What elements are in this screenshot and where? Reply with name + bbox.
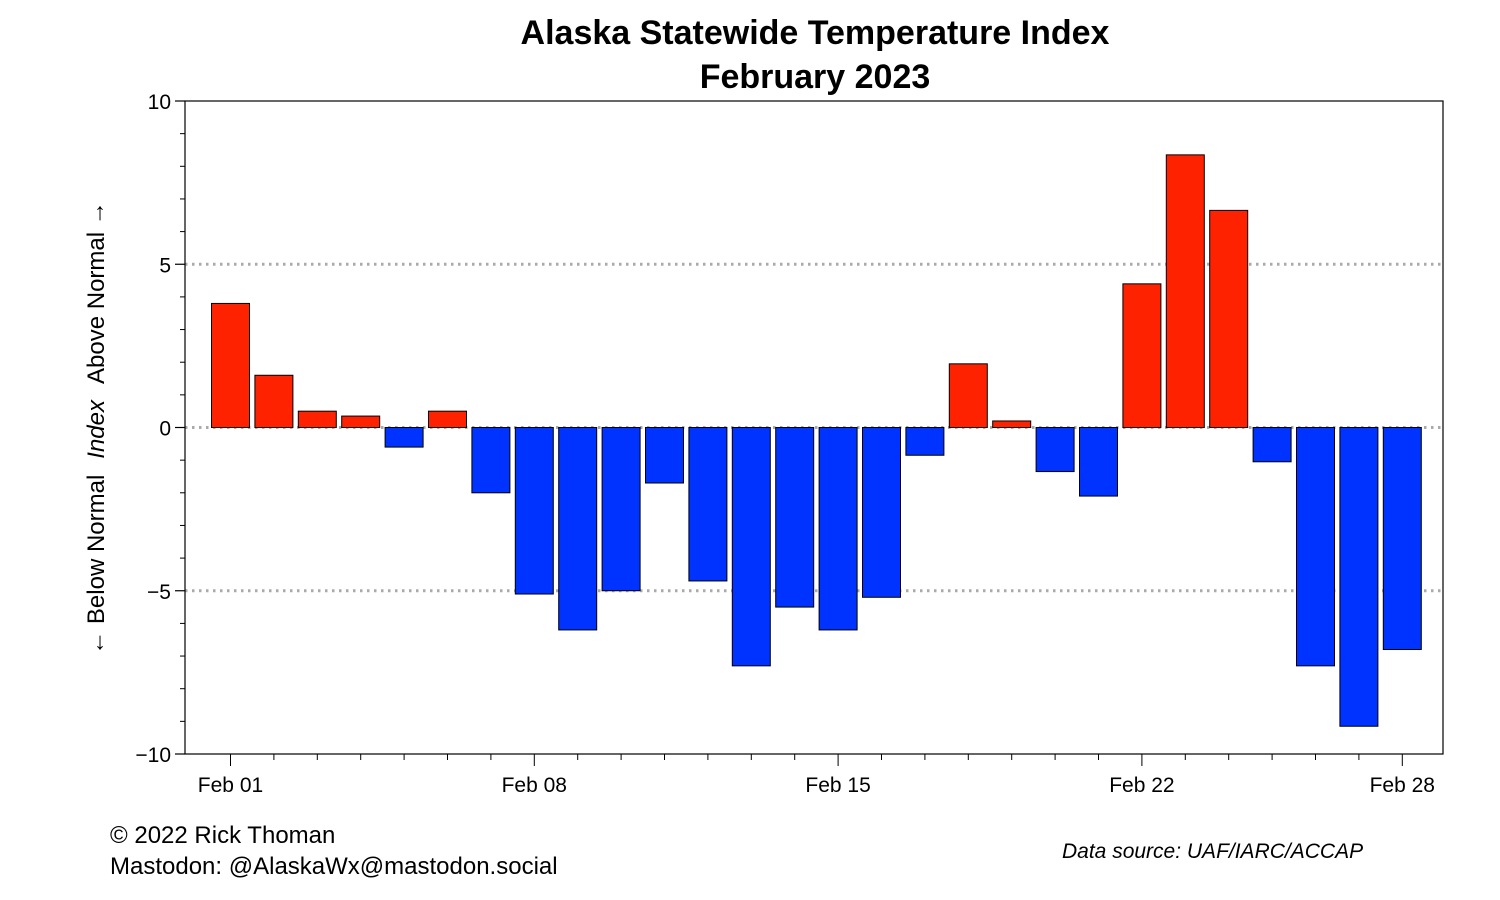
x-tick-label: Feb 15 [805,774,870,797]
bar [471,427,511,494]
bars [211,154,1422,727]
bar [341,415,381,429]
bar [818,427,858,631]
data-source-text: Data source: UAF/IARC/ACCAP [1062,840,1364,863]
bar [1035,427,1075,473]
bar [1252,427,1292,463]
y-axis-label: ← Below Normal Index Above Normal → [83,201,110,655]
chart-title: Alaska Statewide Temperature Index [521,14,1110,52]
x-tick-label: Feb 08 [502,774,567,797]
bar [1296,427,1335,667]
bar [992,420,1032,429]
y-tick-label: 10 [148,91,171,114]
bar [514,427,554,595]
bar [1165,154,1205,428]
bar [1209,209,1249,428]
bar [1382,427,1422,651]
bar [558,427,598,631]
credit-block: © 2022 Rick Thoman Mastodon: @AlaskaWx@m… [110,820,558,882]
mastodon-handle: Mastodon: @AlaskaWx@mastodon.social [110,853,558,880]
y-axis: 10 5 0 −5 −10 [135,91,185,767]
bar [731,427,771,667]
x-tick-label: Feb 22 [1109,774,1174,797]
bar [428,410,467,428]
y-tick-label: 0 [159,418,171,441]
bar [384,427,424,448]
x-axis: Feb 01 Feb 08 Feb 15 Feb 22 Feb 28 [198,754,1435,797]
bar [645,427,684,484]
y-axis-label-index: Index [83,399,110,459]
bar [601,427,641,592]
temperature-index-chart: Alaska Statewide Temperature Index Febru… [83,14,1444,797]
bar [1339,427,1379,727]
bar [297,410,337,428]
bar [1079,427,1118,497]
y-axis-label-above: Above Normal → [83,201,110,384]
copyright-text: © 2022 Rick Thoman [110,822,336,849]
y-axis-label-below: ← Below Normal [83,475,110,655]
y-tick-label: −10 [135,744,171,767]
y-tick-label: −5 [147,581,171,604]
x-tick-label: Feb 01 [198,774,263,797]
bar [905,427,945,456]
bar [1122,283,1162,428]
bar [688,427,728,582]
chart-subtitle: February 2023 [700,58,931,96]
bar [254,374,294,429]
bar [211,302,250,428]
y-tick-label: 5 [159,254,171,277]
bar [862,427,901,598]
x-tick-label: Feb 28 [1370,774,1435,797]
bar [948,363,988,428]
bar [775,427,815,608]
